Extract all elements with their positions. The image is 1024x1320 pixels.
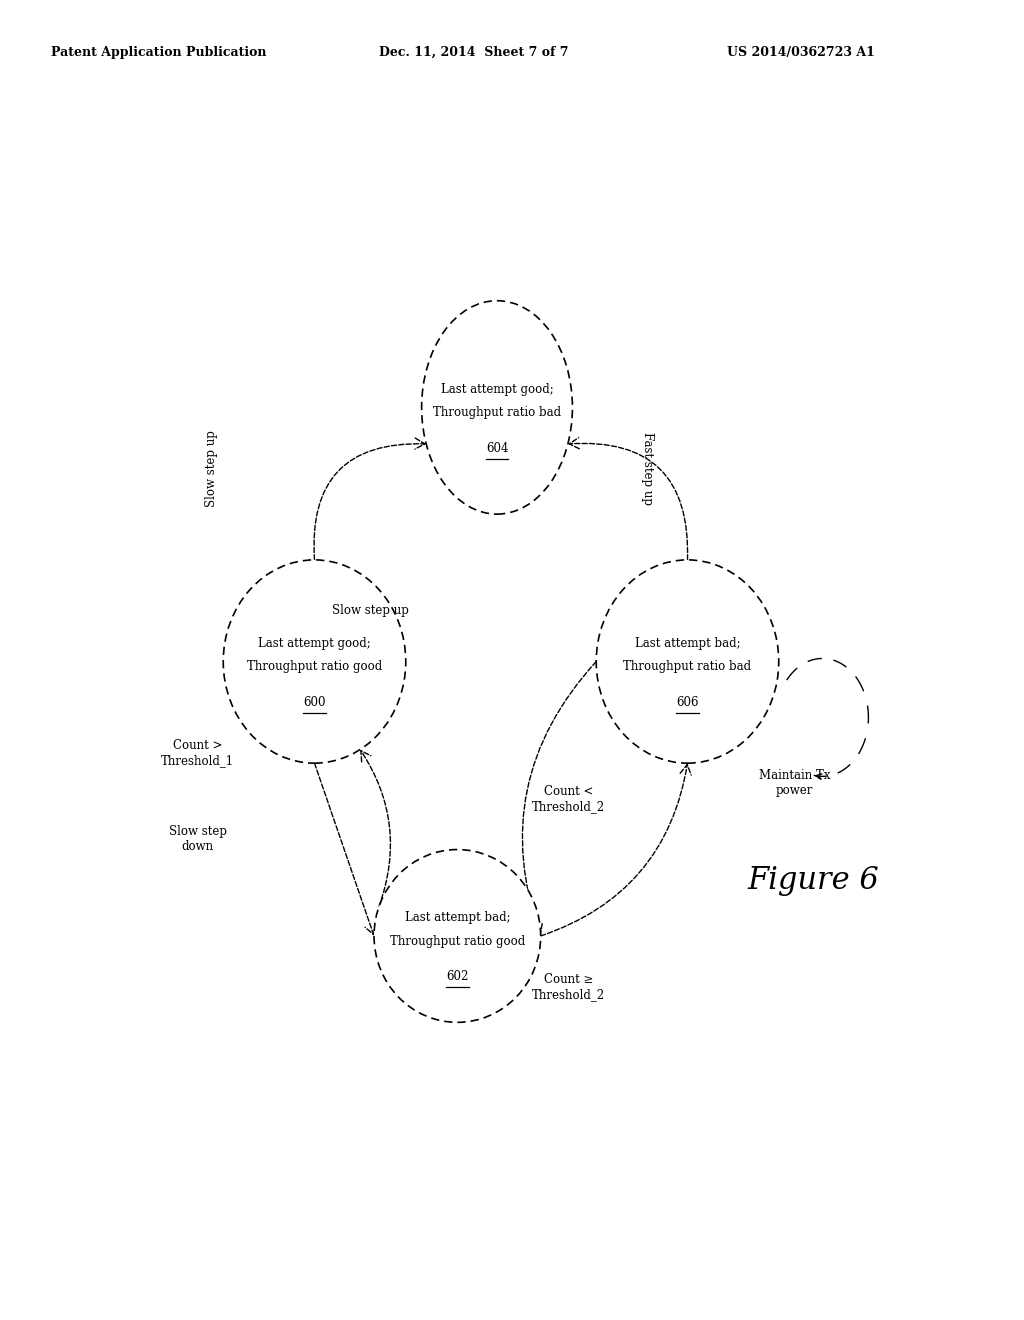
- FancyArrowPatch shape: [541, 764, 691, 936]
- Ellipse shape: [422, 301, 572, 515]
- Text: Fast step up: Fast step up: [641, 432, 654, 506]
- FancyArrowPatch shape: [314, 763, 376, 935]
- Text: Slow step
down: Slow step down: [169, 825, 227, 854]
- Text: Throughput ratio good: Throughput ratio good: [247, 660, 382, 673]
- Text: US 2014/0362723 A1: US 2014/0362723 A1: [727, 46, 874, 59]
- Ellipse shape: [223, 560, 406, 763]
- Ellipse shape: [374, 850, 541, 1022]
- Text: Throughput ratio bad: Throughput ratio bad: [624, 660, 752, 673]
- FancyArrowPatch shape: [314, 438, 425, 560]
- Text: Throughput ratio good: Throughput ratio good: [390, 935, 525, 948]
- Text: Last attempt good;: Last attempt good;: [258, 636, 371, 649]
- Text: Last attempt good;: Last attempt good;: [440, 383, 553, 396]
- Text: Count <
Threshold_2: Count < Threshold_2: [531, 784, 605, 813]
- Text: 602: 602: [446, 970, 469, 983]
- FancyArrowPatch shape: [360, 751, 390, 907]
- Text: Dec. 11, 2014  Sheet 7 of 7: Dec. 11, 2014 Sheet 7 of 7: [379, 46, 568, 59]
- Text: Last attempt bad;: Last attempt bad;: [404, 911, 510, 924]
- Text: 604: 604: [485, 442, 508, 454]
- Text: Maintain Tx
power: Maintain Tx power: [759, 770, 830, 797]
- Text: 606: 606: [676, 696, 698, 709]
- Text: Last attempt bad;: Last attempt bad;: [635, 636, 740, 649]
- Text: Count ≥
Threshold_2: Count ≥ Threshold_2: [531, 973, 605, 1001]
- Text: Figure 6: Figure 6: [748, 865, 880, 895]
- Text: Slow step up: Slow step up: [332, 605, 409, 618]
- Text: Throughput ratio bad: Throughput ratio bad: [433, 407, 561, 418]
- FancyArrowPatch shape: [522, 661, 596, 935]
- Ellipse shape: [596, 560, 778, 763]
- Text: Slow step up: Slow step up: [205, 430, 218, 507]
- FancyArrowPatch shape: [569, 438, 687, 560]
- Text: Patent Application Publication: Patent Application Publication: [51, 46, 266, 59]
- Text: Count >
Threshold_1: Count > Threshold_1: [161, 739, 234, 767]
- Text: 600: 600: [303, 696, 326, 709]
